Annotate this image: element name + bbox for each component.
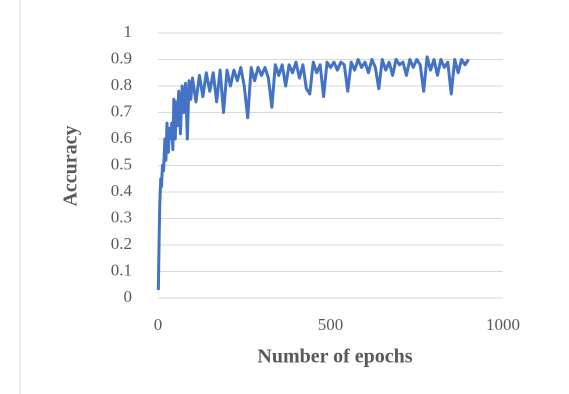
- y-tick-label: 0.7: [111, 101, 133, 120]
- y-tick-label: 0.3: [111, 207, 132, 226]
- y-tick-label: 0.1: [111, 260, 132, 279]
- x-tick-label: 0: [154, 315, 163, 334]
- x-tick-label: 1000: [486, 315, 520, 334]
- y-tick-label: 0.8: [111, 75, 132, 94]
- y-tick-label: 0.6: [111, 128, 132, 147]
- x-tick-label: 500: [318, 315, 344, 334]
- y-tick-label: 0.9: [111, 48, 132, 67]
- y-axis-title: Accuracy: [60, 125, 82, 206]
- y-tick-label: 0: [124, 287, 133, 306]
- x-axis-title: Number of epochs: [257, 346, 412, 368]
- y-tick-label: 0.4: [111, 181, 133, 200]
- y-tick-label: 1: [124, 22, 133, 41]
- data-line: [156, 55, 470, 291]
- y-tick-label: 0.2: [111, 234, 132, 253]
- y-tick-label: 0.5: [111, 154, 132, 173]
